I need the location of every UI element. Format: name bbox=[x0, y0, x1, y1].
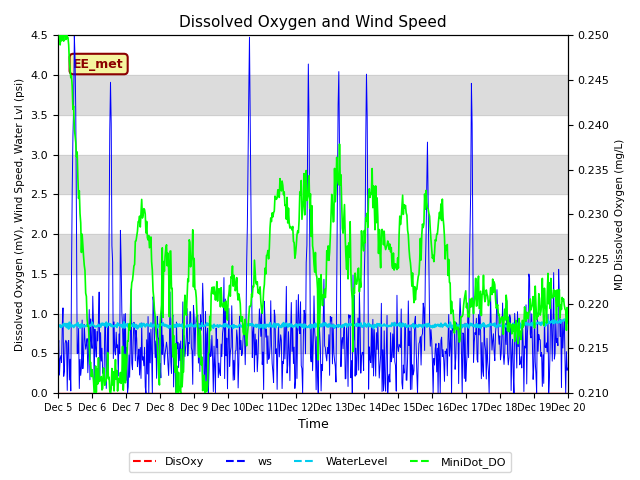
Text: EE_met: EE_met bbox=[74, 58, 124, 71]
Bar bbox=[58, 313, 568, 353]
Bar bbox=[58, 75, 568, 115]
Legend: DisOxy, ws, WaterLevel, MiniDot_DO: DisOxy, ws, WaterLevel, MiniDot_DO bbox=[129, 452, 511, 472]
Y-axis label: Dissolved Oxygen (mV), Wind Speed, Water Lvl (psi): Dissolved Oxygen (mV), Wind Speed, Water… bbox=[15, 78, 25, 351]
Bar bbox=[58, 234, 568, 274]
Title: Dissolved Oxygen and Wind Speed: Dissolved Oxygen and Wind Speed bbox=[179, 15, 447, 30]
Y-axis label: MD Dissolved Oxygen (mg/L): MD Dissolved Oxygen (mg/L) bbox=[615, 139, 625, 290]
Bar bbox=[58, 155, 568, 194]
X-axis label: Time: Time bbox=[298, 419, 328, 432]
